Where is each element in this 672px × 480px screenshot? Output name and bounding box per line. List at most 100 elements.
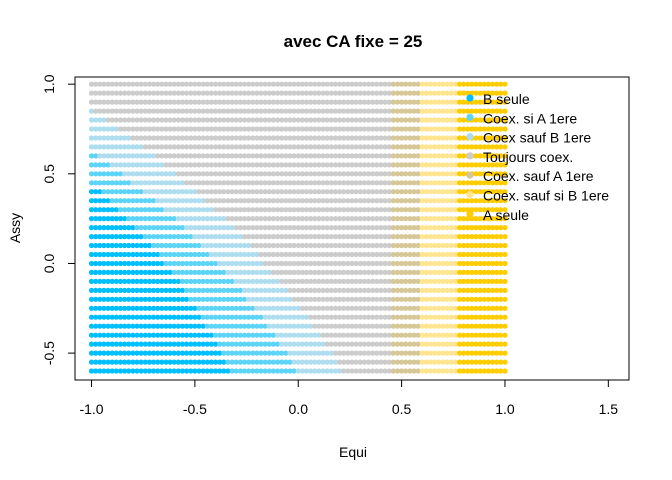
data-point (250, 350, 256, 356)
data-point (378, 171, 384, 177)
data-point (370, 144, 376, 150)
data-point (411, 162, 417, 168)
data-point (225, 90, 231, 96)
data-point (303, 207, 310, 213)
data-point (192, 260, 198, 267)
data-point (233, 216, 239, 222)
data-point (229, 126, 235, 132)
data-point (341, 269, 347, 275)
data-point (469, 260, 475, 267)
data-point (328, 108, 334, 114)
data-point (390, 198, 396, 204)
data-point (465, 269, 471, 275)
data-point (213, 171, 219, 177)
data-point (394, 296, 401, 302)
data-point (196, 296, 202, 302)
data-point (88, 234, 95, 240)
data-point (192, 278, 198, 284)
data-point (316, 207, 322, 213)
data-point (485, 198, 491, 204)
data-point (411, 99, 417, 105)
data-point (452, 108, 458, 114)
data-point (258, 359, 264, 365)
data-point (428, 144, 434, 150)
data-point (221, 162, 227, 168)
data-point (221, 171, 227, 177)
data-point (498, 144, 504, 150)
data-point (465, 314, 471, 320)
data-point (332, 189, 339, 195)
data-point (159, 251, 165, 258)
data-point (217, 242, 223, 249)
data-point (477, 341, 483, 347)
data-point (341, 162, 347, 168)
data-point (444, 251, 450, 258)
data-point (494, 287, 500, 293)
data-point (415, 90, 421, 96)
data-point (93, 242, 99, 249)
data-point (432, 305, 438, 311)
data-point (361, 350, 367, 356)
data-point (179, 251, 186, 258)
data-point (303, 135, 310, 141)
data-point (225, 234, 231, 240)
data-point (490, 278, 496, 284)
data-point (159, 269, 165, 275)
data-point (390, 323, 396, 329)
data-point (407, 81, 413, 87)
data-point (461, 135, 467, 141)
data-point (283, 90, 289, 96)
data-point (390, 341, 396, 347)
data-point (332, 296, 339, 302)
data-point (159, 126, 165, 132)
data-point (241, 162, 248, 168)
data-point (490, 216, 496, 222)
data-point (126, 305, 132, 311)
data-point (394, 162, 401, 168)
data-point (126, 171, 132, 177)
data-point (303, 234, 310, 240)
data-point (117, 234, 124, 240)
data-point (88, 153, 95, 159)
data-point (461, 296, 467, 302)
data-point (275, 296, 281, 302)
data-point (142, 81, 148, 87)
data-point (469, 368, 475, 374)
data-point (254, 323, 260, 329)
data-point (184, 99, 190, 105)
data-point (328, 225, 334, 231)
data-point (88, 314, 95, 320)
data-point (254, 359, 260, 365)
data-point (117, 117, 124, 123)
data-point (93, 314, 99, 320)
data-point (159, 350, 165, 356)
data-point (337, 341, 343, 347)
data-point (465, 332, 471, 338)
data-point (308, 162, 314, 168)
data-point (473, 314, 479, 320)
y-tick-label: 0.5 (41, 164, 57, 184)
data-point (291, 260, 297, 267)
data-point (308, 99, 314, 105)
data-point (283, 332, 289, 338)
data-point (192, 332, 198, 338)
data-point (341, 207, 347, 213)
data-point (217, 234, 223, 240)
data-point (436, 323, 442, 329)
data-point (452, 117, 458, 123)
data-point (299, 144, 305, 150)
data-point (390, 314, 396, 320)
data-point (213, 108, 219, 114)
data-point (440, 260, 446, 267)
data-point (440, 359, 446, 365)
data-point (88, 323, 95, 329)
data-point (237, 234, 243, 240)
data-point (151, 126, 157, 132)
data-point (105, 269, 111, 275)
data-point (233, 81, 239, 87)
data-point (184, 350, 190, 356)
data-point (291, 296, 297, 302)
data-point (399, 153, 405, 159)
data-point (295, 234, 301, 240)
data-point (490, 251, 496, 258)
